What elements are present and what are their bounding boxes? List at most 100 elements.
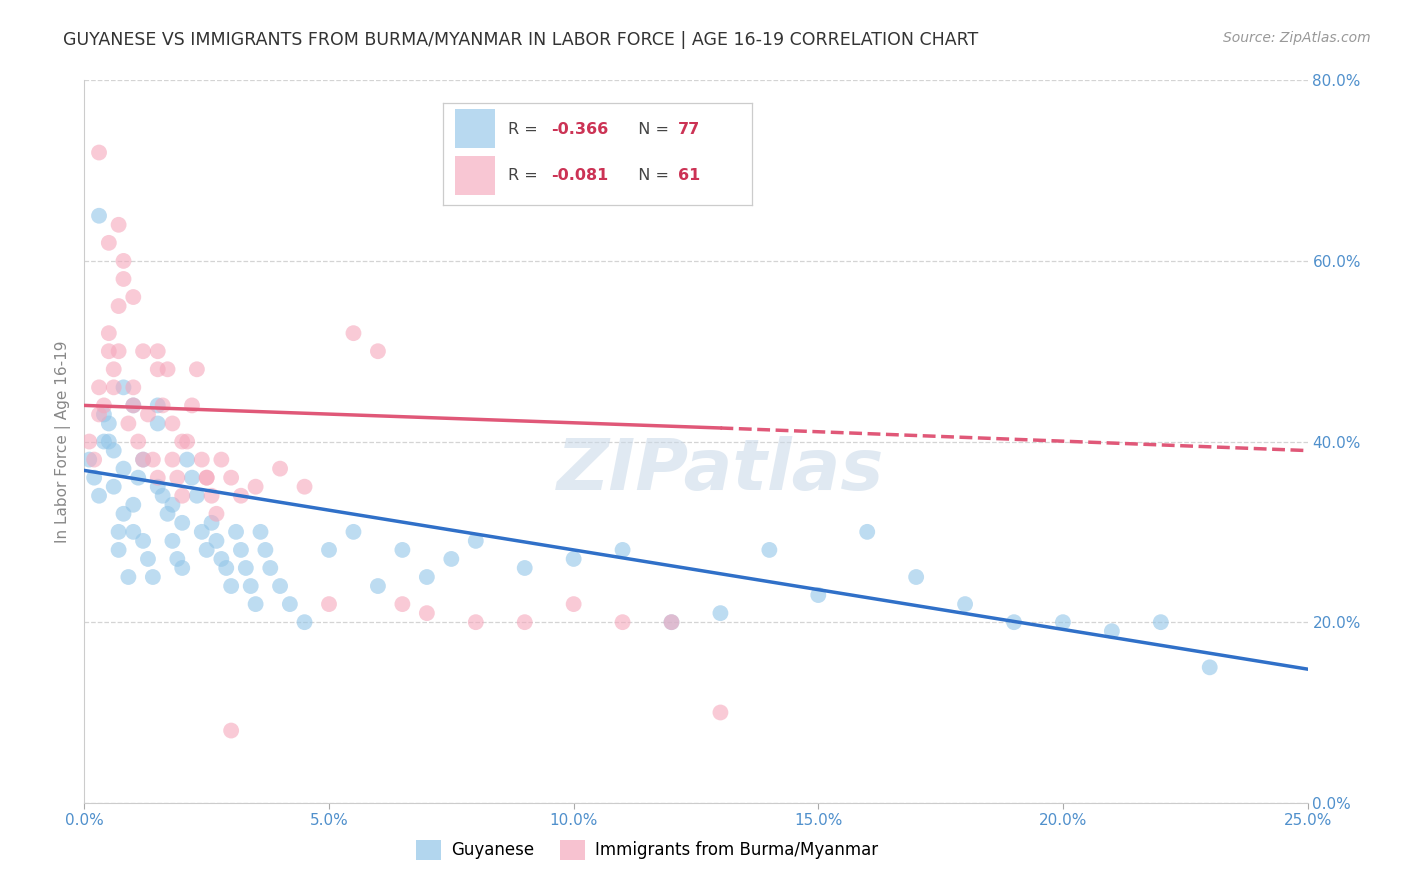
Point xyxy=(661,615,683,630)
Point xyxy=(1101,624,1123,639)
Point xyxy=(127,471,149,485)
Point xyxy=(172,561,194,575)
Point xyxy=(1150,615,1173,630)
Text: GUYANESE VS IMMIGRANTS FROM BURMA/MYANMAR IN LABOR FORCE | AGE 16-19 CORRELATION: GUYANESE VS IMMIGRANTS FROM BURMA/MYANMA… xyxy=(63,31,979,49)
Point xyxy=(122,380,145,394)
Point xyxy=(205,507,228,521)
Point xyxy=(132,452,155,467)
Point xyxy=(186,362,208,376)
Point xyxy=(112,461,135,475)
Point xyxy=(186,489,208,503)
Point xyxy=(172,489,194,503)
Point xyxy=(562,597,585,611)
Point xyxy=(117,417,139,431)
Point xyxy=(219,471,242,485)
Point xyxy=(132,533,155,548)
Point xyxy=(612,542,634,557)
Point xyxy=(464,615,486,630)
Point xyxy=(156,362,179,376)
Point xyxy=(122,398,145,412)
Text: -0.081: -0.081 xyxy=(551,168,609,183)
Point xyxy=(122,524,145,539)
Point xyxy=(103,443,125,458)
Point xyxy=(278,597,301,611)
Text: R =: R = xyxy=(508,121,543,136)
Point xyxy=(152,489,174,503)
Point xyxy=(249,524,271,539)
Point xyxy=(83,471,105,485)
Point xyxy=(259,561,281,575)
Point xyxy=(146,471,169,485)
Point xyxy=(146,417,169,431)
Bar xyxy=(456,109,495,148)
Point xyxy=(162,533,184,548)
Point xyxy=(215,561,238,575)
Text: -0.366: -0.366 xyxy=(551,121,609,136)
Point xyxy=(117,570,139,584)
Point xyxy=(107,299,129,313)
Point xyxy=(245,480,267,494)
Point xyxy=(176,452,198,467)
Point xyxy=(97,235,120,250)
Point xyxy=(318,597,340,611)
Point xyxy=(856,524,879,539)
Point xyxy=(367,344,389,359)
Y-axis label: In Labor Force | Age 16-19: In Labor Force | Age 16-19 xyxy=(55,340,72,543)
Point xyxy=(122,290,145,304)
Point xyxy=(87,209,110,223)
Point xyxy=(513,561,536,575)
Point xyxy=(112,254,135,268)
Point xyxy=(83,452,105,467)
Point xyxy=(93,434,115,449)
Point xyxy=(239,579,262,593)
Point xyxy=(87,380,110,394)
Point xyxy=(245,597,267,611)
Point xyxy=(391,597,413,611)
Point xyxy=(195,471,218,485)
Point xyxy=(195,542,218,557)
Point xyxy=(229,489,252,503)
Point xyxy=(146,344,169,359)
Point xyxy=(612,615,634,630)
Text: R =: R = xyxy=(508,168,543,183)
Legend: Guyanese, Immigrants from Burma/Myanmar: Guyanese, Immigrants from Burma/Myanmar xyxy=(409,833,884,867)
Point xyxy=(122,398,145,412)
Point xyxy=(142,570,165,584)
Point xyxy=(391,542,413,557)
Text: Source: ZipAtlas.com: Source: ZipAtlas.com xyxy=(1223,31,1371,45)
Point xyxy=(87,489,110,503)
Point xyxy=(103,380,125,394)
Point xyxy=(367,579,389,593)
Point xyxy=(807,588,830,602)
Point xyxy=(191,452,214,467)
Point xyxy=(235,561,257,575)
Bar xyxy=(456,156,495,194)
Point xyxy=(219,579,242,593)
Point xyxy=(181,471,204,485)
Point xyxy=(269,579,291,593)
Point xyxy=(1052,615,1074,630)
Point xyxy=(142,452,165,467)
Point xyxy=(416,606,439,620)
Text: 77: 77 xyxy=(678,121,700,136)
Point xyxy=(162,452,184,467)
Point xyxy=(97,326,120,340)
Point xyxy=(93,398,115,412)
Point xyxy=(181,398,204,412)
Point xyxy=(146,480,169,494)
Point xyxy=(294,480,316,494)
Point xyxy=(162,417,184,431)
Point xyxy=(112,507,135,521)
Point xyxy=(166,471,188,485)
Point xyxy=(219,723,242,738)
Text: N =: N = xyxy=(628,121,675,136)
Point xyxy=(953,597,976,611)
Point xyxy=(229,542,252,557)
Point xyxy=(87,408,110,422)
Point xyxy=(254,542,277,557)
Point xyxy=(122,498,145,512)
Point xyxy=(127,434,149,449)
Point xyxy=(93,408,115,422)
Text: N =: N = xyxy=(628,168,675,183)
Point xyxy=(172,434,194,449)
